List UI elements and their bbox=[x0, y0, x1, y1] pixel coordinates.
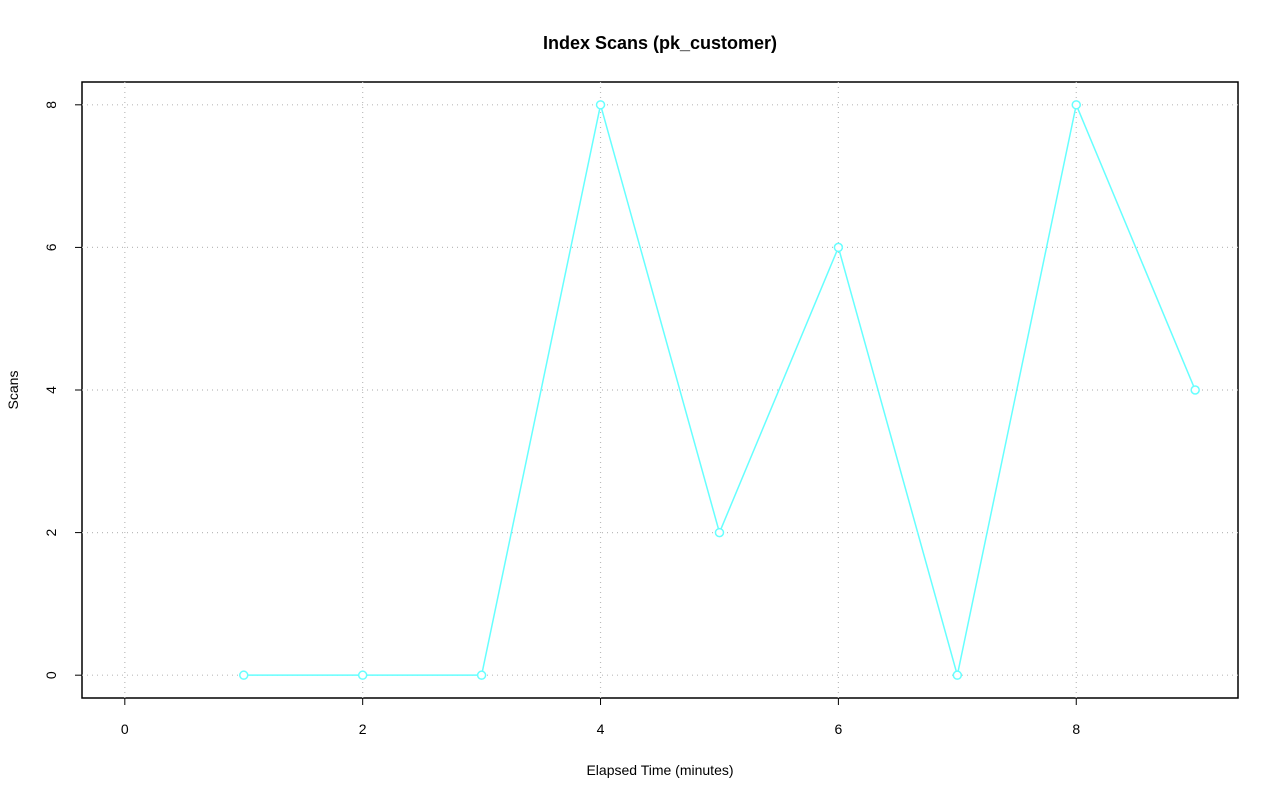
data-point bbox=[595, 100, 606, 110]
x-tick-label: 6 bbox=[834, 721, 842, 737]
x-axis-label: Elapsed Time (minutes) bbox=[586, 762, 733, 778]
x-tick-label: 2 bbox=[359, 721, 367, 737]
data-point bbox=[1071, 100, 1082, 110]
data-point bbox=[833, 242, 844, 253]
y-axis-label: Scans bbox=[5, 371, 21, 410]
data-point bbox=[714, 527, 725, 538]
plot-frame bbox=[81, 81, 1239, 699]
data-point bbox=[238, 670, 249, 680]
chart-title: Index Scans (pk_customer) bbox=[543, 33, 777, 53]
x-tick-label: 8 bbox=[1072, 721, 1080, 737]
y-tick-label: 6 bbox=[43, 243, 59, 251]
y-tick-label: 4 bbox=[43, 386, 59, 394]
data-point bbox=[952, 670, 963, 680]
y-tick-label: 0 bbox=[43, 671, 59, 679]
data-point bbox=[357, 670, 368, 680]
data-point bbox=[1190, 385, 1200, 395]
x-tick-label: 4 bbox=[597, 721, 605, 737]
y-tick-label: 2 bbox=[43, 528, 59, 536]
x-tick-label: 0 bbox=[121, 721, 129, 737]
y-tick-label: 8 bbox=[43, 101, 59, 109]
data-point bbox=[476, 670, 487, 680]
